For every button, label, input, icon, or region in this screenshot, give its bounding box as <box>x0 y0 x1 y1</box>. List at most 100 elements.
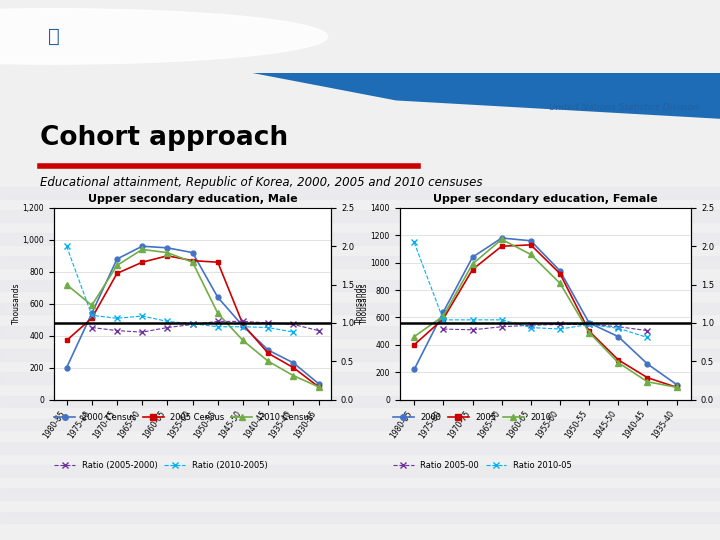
2010 <box>410 333 418 340</box>
2000 Census <box>239 323 248 329</box>
Ratio 2005-00 <box>556 321 564 328</box>
Ratio 2010-05 <box>614 325 623 332</box>
Title: Upper secondary education, Female: Upper secondary education, Female <box>433 194 657 204</box>
2010 <box>468 261 477 267</box>
Ratio 2010-05 <box>643 334 652 341</box>
2010 Census <box>112 262 121 268</box>
Line: Ratio (2010-2005): Ratio (2010-2005) <box>64 244 296 335</box>
2010 <box>556 280 564 286</box>
2005 <box>672 384 681 390</box>
Polygon shape <box>0 73 720 119</box>
Legend: Ratio (2005-2000), Ratio (2010-2005): Ratio (2005-2000), Ratio (2010-2005) <box>51 458 271 474</box>
2000 <box>526 238 535 244</box>
2000 <box>556 268 564 274</box>
2010 Census <box>213 310 222 316</box>
Ratio 2010-05 <box>468 316 477 323</box>
Ratio 2005-00 <box>585 321 593 328</box>
Ratio (2010-2005) <box>88 312 96 319</box>
Circle shape <box>0 9 328 64</box>
2005 <box>643 374 652 381</box>
Ratio 2010-05 <box>410 239 418 246</box>
Ratio 2005-00 <box>498 323 506 330</box>
Ratio (2010-2005) <box>62 243 71 249</box>
Ratio (2005-2000) <box>315 327 323 334</box>
Bar <box>0 442 720 454</box>
Ratio (2010-2005) <box>264 325 272 331</box>
Ratio (2005-2000) <box>264 320 272 326</box>
Ratio 2005-00 <box>439 326 448 332</box>
Bar <box>0 256 720 268</box>
Bar <box>0 233 720 245</box>
Bar <box>0 187 720 199</box>
Ratio 2010-05 <box>556 326 564 332</box>
Line: 2005: 2005 <box>412 242 679 390</box>
Ratio (2010-2005) <box>112 315 121 321</box>
2010 Census <box>62 281 71 288</box>
2005 Census <box>315 383 323 390</box>
Bar <box>0 465 720 477</box>
2000 Census <box>88 310 96 316</box>
2000 Census <box>112 256 121 262</box>
2005 Census <box>264 350 272 356</box>
Bar <box>0 488 720 500</box>
Ratio (2010-2005) <box>189 320 197 327</box>
Text: 🌐: 🌐 <box>48 27 60 46</box>
Line: 2000 Census: 2000 Census <box>64 244 321 386</box>
Ratio (2010-2005) <box>239 323 248 330</box>
2005 Census <box>112 270 121 276</box>
Ratio (2010-2005) <box>289 329 298 335</box>
Ratio 2010-05 <box>585 321 593 328</box>
2010 <box>526 251 535 258</box>
Ratio (2005-2000) <box>112 327 121 334</box>
2000 <box>468 254 477 260</box>
2000 <box>614 333 623 340</box>
2000 <box>439 309 448 315</box>
Title: Upper secondary education, Male: Upper secondary education, Male <box>88 194 297 204</box>
2000 <box>498 235 506 241</box>
Ratio 2010-05 <box>498 316 506 323</box>
2010 Census <box>239 338 248 344</box>
2000 Census <box>213 294 222 301</box>
Bar <box>0 303 720 314</box>
Ratio (2005-2000) <box>88 325 96 331</box>
2005 Census <box>62 338 71 344</box>
2000 Census <box>163 245 171 251</box>
Text: Cohort approach: Cohort approach <box>40 125 288 151</box>
2010 <box>585 329 593 336</box>
2010 <box>672 384 681 390</box>
Line: Ratio 2005-00: Ratio 2005-00 <box>441 322 650 333</box>
2005 Census <box>189 258 197 264</box>
2005 <box>614 356 623 363</box>
Ratio (2005-2000) <box>239 318 248 325</box>
Ratio (2010-2005) <box>213 323 222 330</box>
Ratio 2005-00 <box>614 323 623 330</box>
Line: Ratio (2005-2000): Ratio (2005-2000) <box>89 319 321 335</box>
Bar <box>0 349 720 361</box>
Ratio 2005-00 <box>526 322 535 328</box>
2005 Census <box>289 364 298 371</box>
Ratio (2010-2005) <box>163 318 171 325</box>
Bar <box>0 511 720 523</box>
Y-axis label: Thousands: Thousands <box>12 283 21 325</box>
2000 <box>672 381 681 388</box>
Bar <box>0 396 720 407</box>
2000 Census <box>189 249 197 256</box>
Bar <box>0 373 720 384</box>
2010 Census <box>88 302 96 308</box>
2005 <box>556 271 564 277</box>
Text: United Nations Statistics Division: United Nations Statistics Division <box>549 103 698 112</box>
2000 Census <box>315 380 323 387</box>
2000 <box>585 320 593 326</box>
2000 <box>410 366 418 373</box>
Ratio (2005-2000) <box>163 325 171 331</box>
2005 Census <box>239 321 248 328</box>
2010 <box>614 360 623 366</box>
Bar <box>0 210 720 222</box>
Ratio 2005-00 <box>468 327 477 333</box>
Line: 2010 Census: 2010 Census <box>64 247 321 389</box>
Ratio 2010-05 <box>526 325 535 331</box>
2005 <box>526 241 535 248</box>
2010 <box>498 236 506 242</box>
Bar <box>0 326 720 338</box>
2005 Census <box>163 253 171 259</box>
